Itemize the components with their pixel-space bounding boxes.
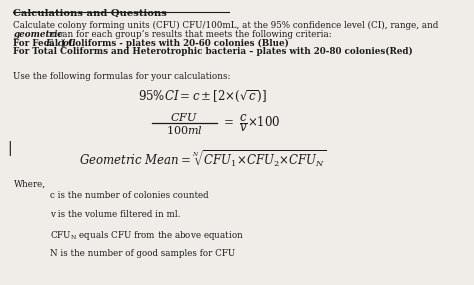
Text: c is the number of colonies counted: c is the number of colonies counted (50, 191, 208, 200)
Text: ) Coliforms - plates with 20-60 colonies (Blue): ) Coliforms - plates with 20-60 colonies… (61, 39, 289, 48)
Text: v is the volume filtered in ml.: v is the volume filtered in ml. (50, 210, 180, 219)
Text: $\mathit{100ml}$: $\mathit{100ml}$ (166, 124, 203, 136)
Text: geometric: geometric (13, 30, 64, 38)
Text: mean for each group’s results that meets the following criteria:: mean for each group’s results that meets… (46, 30, 332, 38)
Text: Calculate colony forming units (CFU) CFU/100mL, at the 95% confidence level (CI): Calculate colony forming units (CFU) CFU… (13, 21, 439, 30)
Text: $=\ \dfrac{\mathit{c}}{\mathit{v}}{\times}100$: $=\ \dfrac{\mathit{c}}{\mathit{v}}{\time… (220, 112, 280, 134)
Text: For Total Coliforms and Heterotrophic bacteria – plates with 20-80 colonies(Red): For Total Coliforms and Heterotrophic ba… (13, 47, 413, 56)
Text: E. coli: E. coli (45, 39, 75, 48)
Text: $\mathit{CFU}$: $\mathit{CFU}$ (171, 111, 198, 123)
Text: N is the number of good samples for CFU: N is the number of good samples for CFU (50, 249, 235, 258)
Text: Where,: Where, (13, 179, 46, 188)
Text: Use the following formulas for your calculations:: Use the following formulas for your calc… (13, 72, 231, 81)
Text: For Fecal (: For Fecal ( (13, 39, 66, 48)
Text: $\mathrm{CFU_N}$ equals CFU from the above equation: $\mathrm{CFU_N}$ equals CFU from the abo… (50, 229, 244, 243)
Text: Calculations and Questions: Calculations and Questions (13, 9, 167, 17)
Text: |: | (8, 141, 12, 156)
Text: $95\%CI = c \pm [2{\times}(\sqrt{c})]$: $95\%CI = c \pm [2{\times}(\sqrt{c})]$ (138, 88, 267, 104)
Text: $\mathit{Geometric\ Mean} = \sqrt[N]{\mathit{CFU_1{\times}CFU_2{\times}CFU_N}}$: $\mathit{Geometric\ Mean} = \sqrt[N]{\ma… (79, 148, 326, 169)
